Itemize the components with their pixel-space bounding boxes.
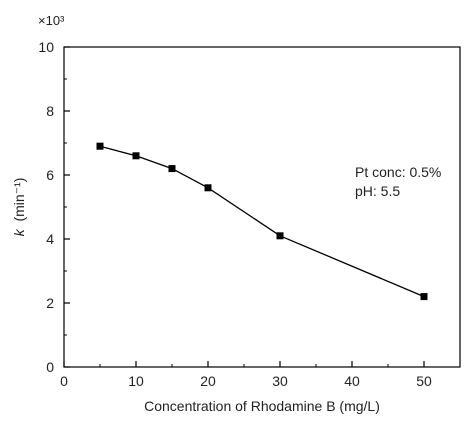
x-tick-label: 10: [128, 373, 144, 389]
data-point-marker: [132, 152, 140, 160]
y-tick-label: 8: [46, 103, 54, 119]
y-axis-label-variable: k: [11, 228, 27, 236]
x-tick-label: 20: [200, 373, 216, 389]
y-tick-label: 0: [46, 359, 54, 375]
x-tick-label: 30: [272, 373, 288, 389]
y-axis-label-unit: (min⁻¹): [11, 178, 27, 222]
series-markers: [96, 142, 428, 301]
y-tick-label: 6: [46, 167, 54, 183]
y-tick-label: 10: [38, 39, 54, 55]
annotation-ph: pH: 5.5: [355, 183, 400, 199]
plot-frame: [63, 46, 461, 368]
y-axis-multiplier: ×10³: [38, 13, 65, 28]
annotation-pt-conc: Pt conc: 0.5%: [355, 164, 441, 180]
y-tick-label: 4: [46, 231, 54, 247]
data-point-marker: [204, 184, 212, 192]
series-line: [99, 145, 425, 298]
data-point-marker: [96, 142, 104, 150]
y-tick-label: 2: [46, 295, 54, 311]
data-point-marker: [168, 165, 176, 173]
data-point-marker: [420, 293, 428, 301]
axis-ticks: [63, 46, 425, 368]
tick-labels: 0 10 20 30 40 50 0 2 4 6 8 10: [38, 39, 432, 389]
x-tick-label: 40: [344, 373, 360, 389]
data-point-marker: [276, 232, 284, 240]
y-axis-label: k (min⁻¹): [11, 178, 27, 237]
x-tick-label: 0: [60, 373, 68, 389]
x-axis-label: Concentration of Rhodamine B (mg/L): [144, 398, 380, 414]
x-tick-label: 50: [416, 373, 432, 389]
